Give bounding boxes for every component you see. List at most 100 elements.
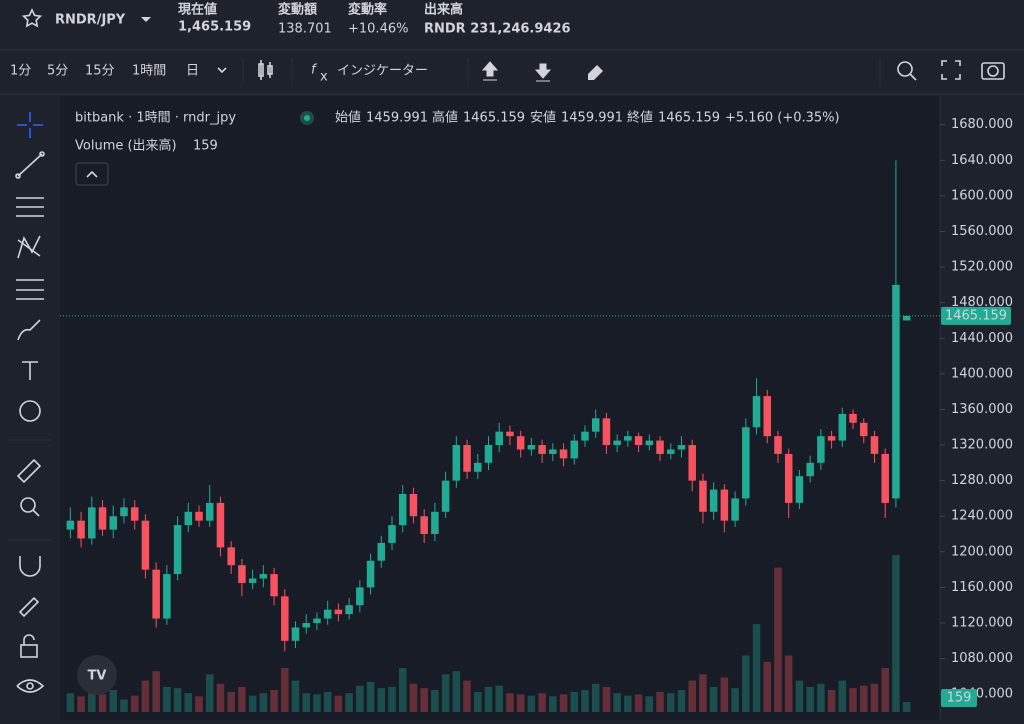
interval[interactable]: 5分 xyxy=(47,64,68,79)
ohlc-value: 1459.991 xyxy=(366,111,428,126)
volume-bar xyxy=(817,683,825,712)
indicator-button[interactable]: インジケーター xyxy=(337,64,428,79)
volume-bar xyxy=(313,694,321,712)
volume-bar xyxy=(334,695,343,712)
volume-bar xyxy=(484,686,493,712)
candle-body xyxy=(656,440,664,454)
candle-body xyxy=(581,431,589,441)
candle-body xyxy=(667,449,675,454)
volume-bar xyxy=(645,696,654,712)
candle-body xyxy=(259,574,268,579)
interval[interactable]: 1分 xyxy=(10,64,31,79)
candle-body xyxy=(870,436,879,454)
volume-bar xyxy=(109,690,117,712)
candle-body xyxy=(302,623,310,628)
volume-bar xyxy=(345,693,353,712)
fx-icon[interactable]: f xyxy=(311,63,318,78)
upload-button[interactable] xyxy=(481,61,499,81)
collapse-button[interactable] xyxy=(75,162,109,186)
interval[interactable]: 日 xyxy=(186,64,199,79)
candle-body xyxy=(549,449,557,454)
symbol-dropdown[interactable] xyxy=(141,17,151,22)
candle-body xyxy=(849,413,857,423)
volume-bar xyxy=(409,683,418,712)
screenshot-button[interactable] xyxy=(981,62,1005,80)
candle-body xyxy=(420,516,428,535)
interval-active[interactable]: 1時間 xyxy=(132,64,166,79)
logo[interactable] xyxy=(77,655,117,695)
candle-body xyxy=(109,516,117,530)
y-tick-label: 1080.000 xyxy=(951,651,1013,666)
candle-body xyxy=(742,427,750,499)
candle-body xyxy=(66,520,75,530)
ohlc-label: 高値 xyxy=(432,110,458,126)
y-tick-label: 1480.000 xyxy=(951,295,1013,310)
favorite-star[interactable] xyxy=(21,8,43,28)
ohlc-label: 始値 xyxy=(335,110,361,126)
logo[interactable]: TV xyxy=(88,669,107,684)
volume-bar xyxy=(699,674,707,712)
volume-bar xyxy=(66,693,75,712)
chart-type-button[interactable] xyxy=(258,60,273,80)
candle-body xyxy=(506,431,514,437)
drawing-tools[interactable] xyxy=(15,112,45,693)
volume-bar xyxy=(752,624,761,712)
candle-body xyxy=(77,520,85,539)
candle-body xyxy=(860,422,868,437)
volume-bar xyxy=(581,690,589,712)
candle-body xyxy=(173,525,182,575)
y-tick-label: 1320.000 xyxy=(951,438,1013,453)
volume-bar xyxy=(441,674,450,712)
y-tick-label: 1200.000 xyxy=(951,544,1013,559)
stat-label: 変動率 xyxy=(348,2,387,18)
candle-body xyxy=(281,596,289,641)
last-price-box xyxy=(941,306,1011,325)
symbol[interactable]: RNDR/JPY xyxy=(55,13,126,28)
fx-icon[interactable]: x xyxy=(320,70,328,85)
candle-body xyxy=(613,440,621,446)
fullscreen-button[interactable] xyxy=(941,60,961,80)
candle-body xyxy=(892,284,900,499)
stat-value: RNDR 231,246.9426 xyxy=(424,22,571,37)
y-tick-label: 1160.000 xyxy=(951,580,1013,595)
candle-body xyxy=(699,480,707,512)
collapse-icon[interactable] xyxy=(86,170,98,178)
volume-bar xyxy=(516,694,525,712)
candle-body xyxy=(313,618,321,624)
y-tick-label: 1360.000 xyxy=(951,402,1013,417)
stat-value: 138.701 xyxy=(278,22,332,37)
volume-bar xyxy=(227,691,235,712)
ohlc-value: 1465.159 xyxy=(658,111,720,126)
candle-body xyxy=(752,396,761,428)
download-button[interactable] xyxy=(534,63,552,82)
volume-bar xyxy=(527,695,536,712)
volume-bar xyxy=(806,686,814,712)
stat-label: 現在値 xyxy=(178,2,217,18)
interval-dropdown[interactable] xyxy=(217,67,227,74)
volume-bar xyxy=(248,695,257,712)
volume-bar xyxy=(602,686,611,712)
candle-body xyxy=(152,569,160,619)
candle-body xyxy=(645,440,654,446)
candle-body xyxy=(452,445,461,481)
y-tick-label: 1240.000 xyxy=(951,509,1013,524)
eraser-button[interactable] xyxy=(588,65,603,80)
candle-body xyxy=(806,462,814,477)
candle-body xyxy=(98,507,107,530)
interval[interactable]: 15分 xyxy=(85,64,115,79)
volume-bar xyxy=(238,686,246,712)
volume-bar xyxy=(634,694,643,712)
volume-bar xyxy=(195,696,203,712)
candle-body xyxy=(238,565,246,583)
ohlc-label: 終値 xyxy=(627,110,653,126)
zoom-button[interactable] xyxy=(897,61,917,81)
volume-bar xyxy=(323,691,332,712)
volume-bar xyxy=(152,671,160,712)
volume-bar xyxy=(291,680,300,712)
candle-body xyxy=(323,609,332,619)
volume-label: Volume (出来高) xyxy=(75,138,177,154)
candle-body xyxy=(130,507,139,521)
candle-body xyxy=(881,453,889,503)
volume-bar xyxy=(870,683,879,712)
